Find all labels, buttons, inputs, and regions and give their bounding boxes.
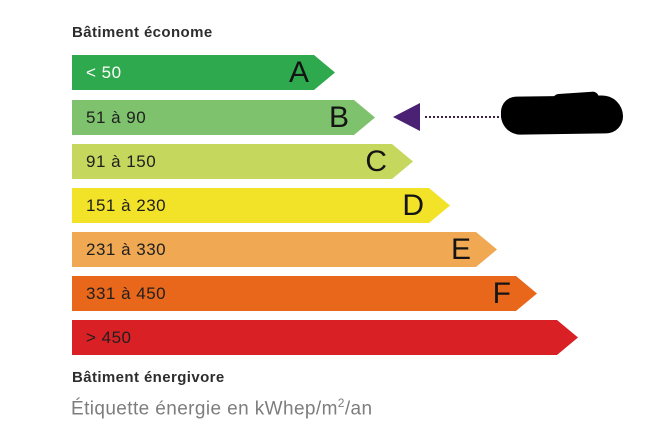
energy-bar-f: 331 à 450 F (72, 276, 537, 311)
energy-range-g: > 450 (86, 327, 132, 347)
caption-suffix: /an (344, 398, 373, 420)
energy-range-d: 151 à 230 (86, 195, 167, 215)
class-b-marker-arrow-icon (393, 103, 420, 131)
chart-caption: Étiquette énergie en kWhep/m2/an (71, 396, 373, 420)
energy-range-b: 51 à 90 (86, 107, 147, 127)
energy-bar-b: 51 à 90 B (72, 100, 375, 135)
energy-range-e: 231 à 330 (86, 239, 167, 259)
energy-letter-f: F (492, 276, 511, 310)
energy-letter-b: B (328, 100, 349, 134)
energy-bar-e: 231 à 330 E (72, 232, 497, 267)
energy-letter-a: A (288, 55, 309, 89)
energy-bar-g: > 450 (72, 320, 578, 355)
caption-text: Étiquette énergie en kWhep/m (71, 398, 338, 420)
marker-dotted-line (425, 116, 503, 118)
energy-range-a: < 50 (86, 62, 122, 82)
caption-superscript: 2 (337, 396, 345, 410)
energy-bar-d: 151 à 230 D (72, 188, 450, 223)
economical-building-label: Bâtiment économe (72, 24, 213, 41)
energy-range-f: 331 à 450 (86, 283, 167, 303)
energy-range-c: 91 à 150 (86, 151, 157, 171)
energy-letter-d: D (402, 188, 424, 222)
energy-bar-a: < 50 A (72, 55, 335, 90)
redacted-value-blob (500, 95, 624, 135)
energy-letter-c: C (365, 144, 387, 178)
energy-intensive-building-label: Bâtiment énergivore (72, 369, 225, 386)
energy-bar-c: 91 à 150 C (72, 144, 413, 179)
energy-letter-e: E (450, 232, 471, 266)
